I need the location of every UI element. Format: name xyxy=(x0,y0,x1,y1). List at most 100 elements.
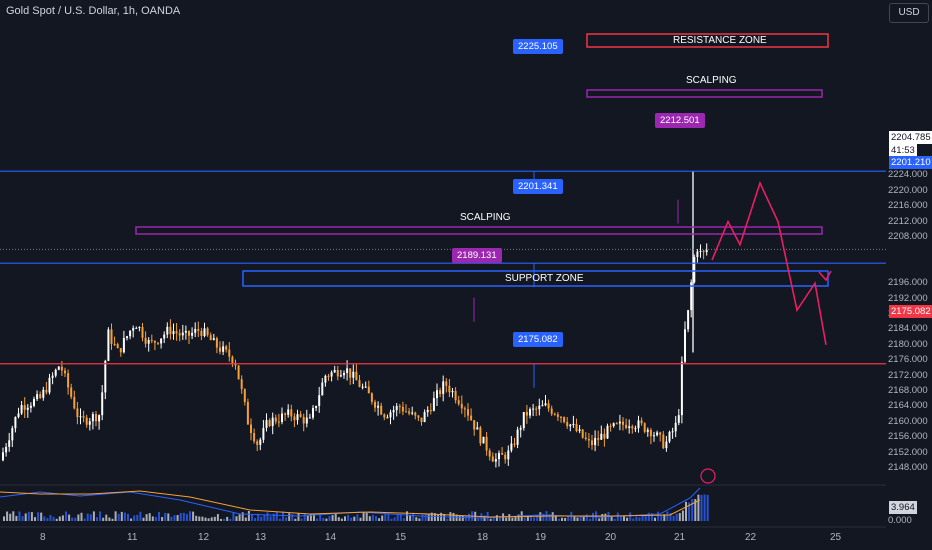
macd-line xyxy=(0,487,701,519)
candle-body xyxy=(479,427,482,444)
indicator-value-badge: 3.964 xyxy=(889,501,917,514)
price-label-2201: 2201.341 xyxy=(513,179,563,194)
histogram-bar xyxy=(390,518,393,521)
histogram-bar xyxy=(523,517,526,521)
candle-body xyxy=(98,415,101,422)
candle-body xyxy=(169,326,172,334)
histogram-bar xyxy=(254,517,257,521)
price-tick-label: 2216.000 xyxy=(888,200,928,212)
histogram-bar xyxy=(610,516,613,521)
candle-body xyxy=(315,405,318,409)
histogram-bar xyxy=(644,514,647,521)
candle-body xyxy=(436,390,438,399)
candle-body xyxy=(308,417,311,419)
candle-body xyxy=(432,398,435,411)
candle-body xyxy=(569,424,572,427)
candle-body xyxy=(584,437,587,440)
histogram-bar xyxy=(105,514,108,521)
histogram-bar xyxy=(309,514,312,521)
candle-body xyxy=(333,370,336,373)
currency-selector[interactable]: USD xyxy=(889,3,929,23)
histogram-bar xyxy=(201,516,204,521)
candle-body xyxy=(206,328,209,336)
histogram-bar xyxy=(12,511,15,521)
candle-body xyxy=(460,403,463,409)
histogram-bar xyxy=(567,515,570,521)
candle-body xyxy=(88,421,91,425)
histogram-bar xyxy=(384,513,387,521)
candle-body xyxy=(144,337,147,344)
candle-body xyxy=(45,389,48,393)
histogram-bar xyxy=(396,514,399,521)
candle-body xyxy=(8,440,11,447)
histogram-bar xyxy=(213,516,216,521)
candle-body xyxy=(618,421,621,424)
candle-body xyxy=(17,413,20,417)
histogram-bar xyxy=(387,513,390,521)
candle-body xyxy=(277,421,280,423)
histogram-bar xyxy=(604,513,607,521)
candle-body xyxy=(20,405,23,414)
candle-body xyxy=(442,381,445,394)
candle-body xyxy=(67,373,70,388)
histogram-bar xyxy=(238,514,241,521)
candle-body xyxy=(575,423,578,432)
price-tick-label: 2196.000 xyxy=(888,277,928,289)
candle-body xyxy=(23,405,26,410)
candle-body xyxy=(476,427,479,430)
candle-body xyxy=(181,332,184,336)
candle-body xyxy=(36,394,39,400)
candle-body xyxy=(336,370,339,377)
date-tick-label: 21 xyxy=(674,532,686,543)
candle-body xyxy=(85,417,88,425)
candle-body xyxy=(219,347,221,352)
histogram-bar xyxy=(561,517,563,521)
candle-body xyxy=(625,424,628,428)
candle-body xyxy=(330,372,333,377)
candle-body xyxy=(519,428,522,430)
signal-line xyxy=(0,490,701,518)
histogram-bar xyxy=(437,515,439,521)
histogram-bar xyxy=(381,515,384,521)
candle-body xyxy=(668,432,671,442)
histogram-bar xyxy=(378,518,381,521)
histogram-bar xyxy=(368,516,371,521)
candle-body xyxy=(138,327,141,329)
histogram-bar xyxy=(272,513,275,521)
histogram-bar xyxy=(700,494,703,521)
histogram-bar xyxy=(443,513,446,521)
projection-path xyxy=(711,180,827,345)
candle-body xyxy=(352,371,355,378)
histogram-bar xyxy=(477,518,480,521)
candle-body xyxy=(677,415,680,423)
histogram-bar xyxy=(241,512,244,521)
histogram-bar xyxy=(619,516,622,521)
candle-body xyxy=(643,423,646,432)
candle-body xyxy=(705,250,708,252)
price-axis[interactable] xyxy=(886,0,932,550)
support-zone-box xyxy=(242,270,829,287)
date-tick-label: 20 xyxy=(605,532,617,543)
histogram-bar xyxy=(585,514,588,521)
date-tick-label: 12 xyxy=(198,532,210,543)
candle-body xyxy=(318,395,321,406)
histogram-bar xyxy=(663,514,666,521)
symbol-title[interactable]: Gold Spot / U.S. Dollar, 1h, OANDA xyxy=(6,5,181,17)
candle-body xyxy=(188,330,190,336)
candle-body xyxy=(225,346,228,350)
histogram-bar xyxy=(127,513,129,521)
date-tick-label: 18 xyxy=(477,532,489,543)
candle-body xyxy=(612,423,615,426)
candle-body xyxy=(358,380,361,387)
histogram-bar xyxy=(130,518,133,521)
histogram-bar xyxy=(340,518,343,521)
candle-body xyxy=(339,375,342,377)
candle-body xyxy=(302,416,305,424)
candle-body xyxy=(33,399,35,406)
histogram-bar xyxy=(58,516,61,521)
candle-body xyxy=(594,438,597,446)
histogram-bar xyxy=(480,513,483,521)
candle-body xyxy=(494,459,497,462)
candle-body xyxy=(361,386,364,388)
